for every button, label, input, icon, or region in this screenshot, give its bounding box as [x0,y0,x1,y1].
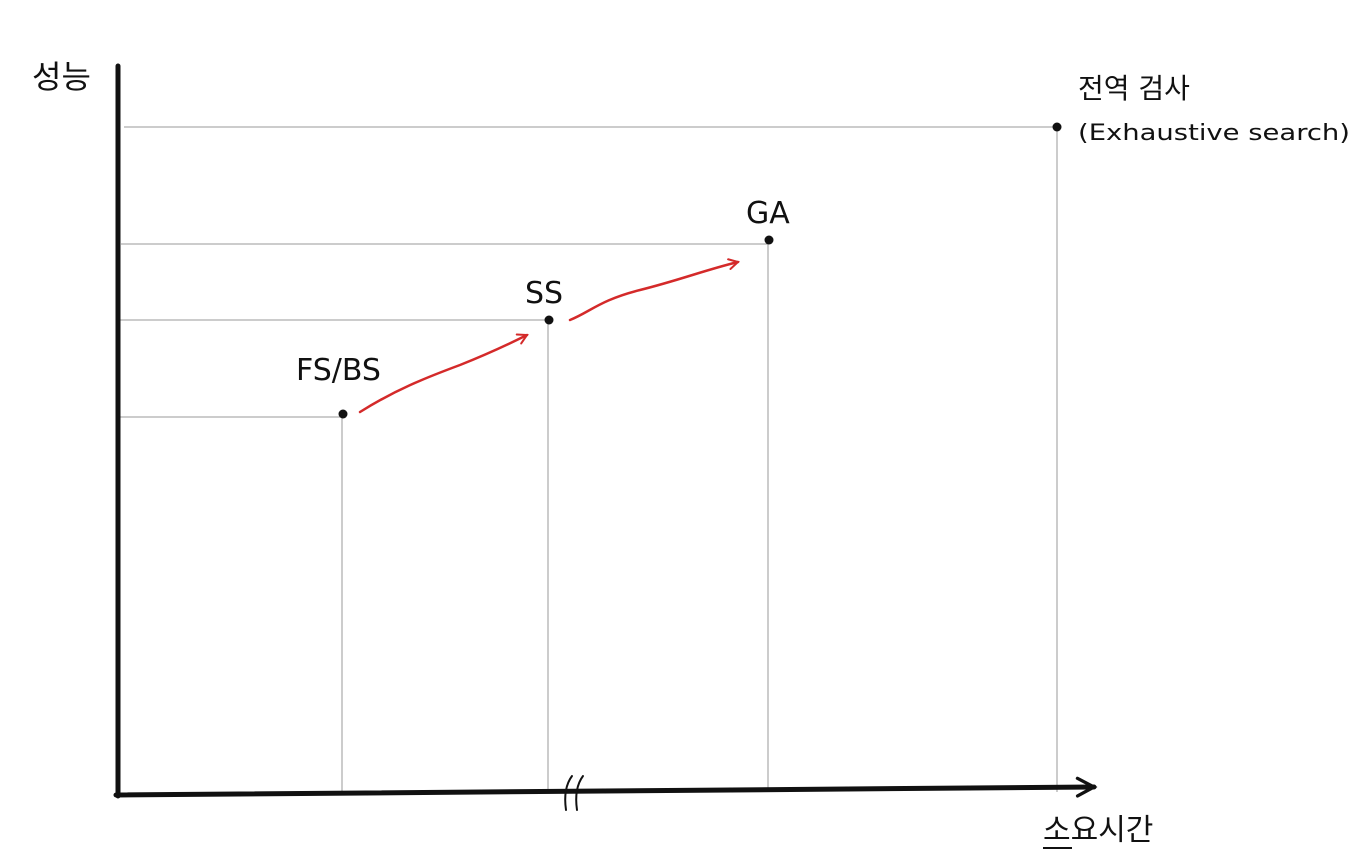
point-label-ss: SS [525,276,563,311]
point-exhaustive [1052,122,1062,132]
arrow-fs-bs-to-ss [358,335,527,414]
arrow-ss-to-ga [568,262,738,322]
point-label-fs-bs: FS/BS [296,353,381,388]
point-label-exhaustive: 전역 검사 [1078,72,1190,105]
point-label-ga: GA [746,196,790,231]
axis-break-mark [564,775,584,811]
x-axis-label: 소요시간 [1043,813,1153,848]
point-ga [764,235,774,245]
point-sublabel-exhaustive: (Exhaustive search) [1078,121,1350,146]
x-axis [113,787,1094,795]
point-fs-bs [338,409,348,419]
y-axis-label: 성능 [32,58,91,96]
point-ss [544,315,554,325]
